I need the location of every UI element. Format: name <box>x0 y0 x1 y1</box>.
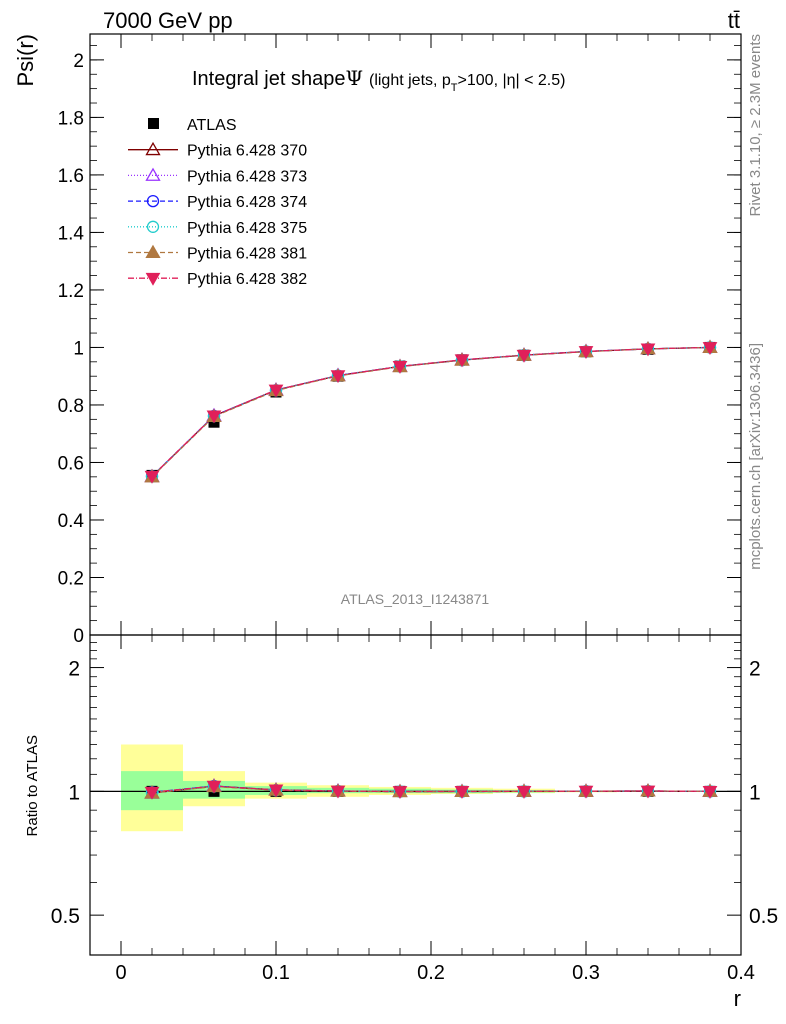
ratio-series-marker <box>330 785 346 799</box>
series-marker <box>702 342 718 355</box>
y-tick-label: 1.6 <box>58 166 84 187</box>
legend-label: Pythia 6.428 375 <box>187 220 307 237</box>
y-tick-label: 1 <box>73 338 84 359</box>
ratio-plot-panel: 0.5 0.5 1 1 2 2 0 0.1 0.2 0.3 0.4 <box>51 634 778 984</box>
series-line <box>151 346 711 478</box>
series-marker <box>392 361 408 374</box>
y-tick-label: 0.8 <box>58 396 84 417</box>
ratio-series-marker <box>268 784 284 798</box>
y-tick-label: 1.8 <box>58 108 84 129</box>
ratio-plot-frame <box>89 634 742 956</box>
ratio-series-marker <box>578 785 594 799</box>
series-marker <box>330 370 346 384</box>
series-line <box>151 346 711 478</box>
chart-title: Integral jet shapeΨ (light jets, pT>100, … <box>192 66 565 94</box>
legend-marker <box>145 167 161 181</box>
ratio-series-marker <box>206 780 222 794</box>
x-tick-label: 0.1 <box>262 962 290 984</box>
ratio-y-axis-label: Ratio to ATLAS <box>24 735 41 836</box>
ratio-series-marker <box>516 785 532 799</box>
process-label: tt̄ <box>728 8 740 33</box>
ratio-y-tick-label-right: 1 <box>749 781 761 804</box>
ratio-y-tick-label: 1 <box>68 781 80 804</box>
energy-label: 7000 GeV pp <box>103 8 233 33</box>
top-y-axis-label: Psi(r) <box>13 34 38 87</box>
series-marker <box>144 470 160 484</box>
series-marker <box>206 410 222 424</box>
legend-label: Pythia 6.428 382 <box>187 271 307 288</box>
legend-marker-atlas <box>148 118 159 129</box>
x-tick-label: 0.2 <box>417 962 445 984</box>
ratio-series-marker <box>454 785 470 799</box>
series-line <box>151 346 711 477</box>
ratio-series-marker <box>392 786 408 800</box>
y-tick-label: 1.2 <box>58 281 84 302</box>
x-tick-label: 0 <box>115 962 126 984</box>
ratio-series-marker <box>640 785 656 799</box>
y-tick-label: 0 <box>73 626 84 647</box>
x-tick-label: 0.3 <box>572 962 600 984</box>
series-marker <box>268 384 284 398</box>
series-line <box>151 346 711 478</box>
ratio-y-tick-label-right: 0.5 <box>749 905 778 928</box>
legend-marker <box>145 141 161 156</box>
ratio-y-tick-label: 0.5 <box>51 905 80 928</box>
ratio-series-marker <box>144 786 160 800</box>
series-marker <box>640 343 656 357</box>
series-line <box>151 346 711 477</box>
series-marker <box>578 346 594 359</box>
y-tick-label: 0.4 <box>58 511 85 532</box>
y-tick-label: 0.2 <box>58 568 84 589</box>
main-plot-panel: 0 0.2 0.4 0.6 0.8 1 1.2 1.4 1.6 1.8 2 <box>58 33 742 647</box>
legend-marker <box>145 244 161 259</box>
mcplots-label: mcplots.cern.ch [arXiv:1306.3436] <box>747 343 764 570</box>
y-tick-label: 2 <box>73 51 84 72</box>
legend-label: Pythia 6.428 381 <box>187 246 307 263</box>
y-tick-label: 1.4 <box>58 223 85 244</box>
legend-label-atlas: ATLAS <box>187 117 237 134</box>
series-marker <box>516 349 532 363</box>
legend-label: Pythia 6.428 370 <box>187 143 307 160</box>
legend: ATLAS Pythia 6.428 370 Pythia 6.428 373 Pyt… <box>128 117 307 288</box>
x-axis-label: r <box>734 986 741 1011</box>
legend-marker <box>145 272 161 286</box>
x-tick-label: 0.4 <box>727 962 755 984</box>
series-marker <box>454 354 470 368</box>
legend-marker <box>146 194 160 208</box>
ratio-y-tick-label-right: 2 <box>749 658 761 681</box>
rivet-label: Rivet 3.1.10, ≥ 2.3M events <box>747 34 764 217</box>
analysis-id-label: ATLAS_2013_I1243871 <box>341 591 490 607</box>
ratio-series-marker <box>702 785 718 799</box>
legend-label: Pythia 6.428 373 <box>187 168 307 185</box>
ratio-y-tick-label: 2 <box>68 658 80 681</box>
series-line <box>151 346 711 478</box>
legend-label: Pythia 6.428 374 <box>187 194 307 211</box>
ratio-series-line <box>151 785 711 793</box>
legend-marker <box>146 220 160 233</box>
y-tick-label: 0.6 <box>58 453 84 474</box>
